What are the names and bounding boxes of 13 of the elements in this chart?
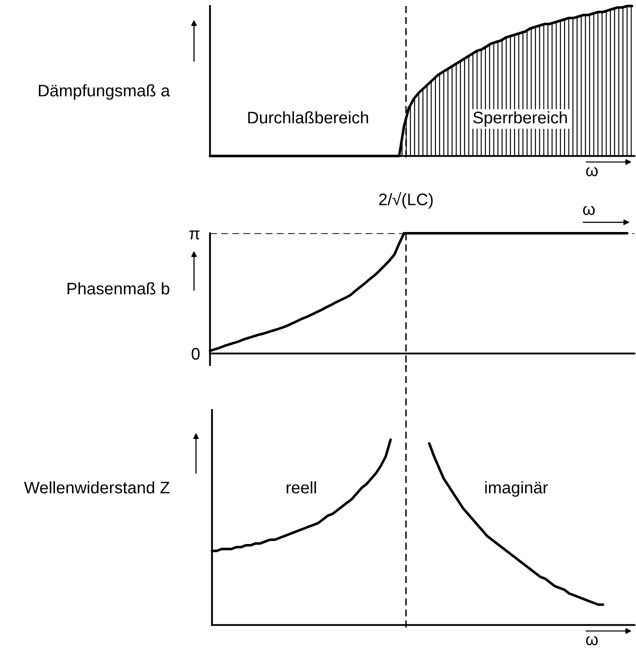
x2-axis-title: ω [583, 206, 595, 216]
series-label: imaginär [485, 481, 548, 497]
y-axis-title: Dämpfungsmaß a [38, 84, 170, 100]
annotation: Sperrbereich [473, 111, 567, 127]
x-axis-title: ω [586, 167, 598, 176]
y-tick-label: π [189, 230, 200, 240]
x-axis-title: ω [586, 636, 598, 646]
text: 2/√(LC) [379, 192, 433, 209]
annotation: Durchlaßbereich [248, 111, 368, 124]
series-label: reell [286, 481, 316, 494]
y-tick-label: 0 [192, 348, 200, 360]
y-axis-title: Phasenmaß b [68, 282, 170, 294]
y-axis-title: Wellenwiderstand Z [24, 481, 170, 494]
